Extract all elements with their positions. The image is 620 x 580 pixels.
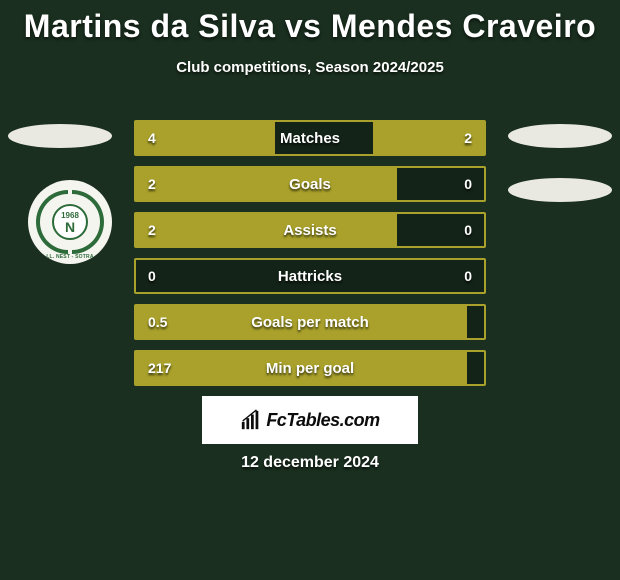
stat-row: 00Hattricks — [134, 258, 486, 294]
stat-row: 0.5Goals per match — [134, 304, 486, 340]
page-title: Martins da Silva vs Mendes Craveiro — [0, 0, 620, 45]
stat-label: Min per goal — [136, 352, 484, 384]
stat-label: Assists — [136, 214, 484, 246]
brand-chart-icon — [240, 409, 262, 431]
stat-label: Goals per match — [136, 306, 484, 338]
badge-letter: N — [65, 220, 75, 234]
badge-text: I.L. NEST - SOTRA — [38, 254, 102, 260]
club-badge: 1968 N I.L. NEST - SOTRA — [28, 180, 112, 264]
stat-row: 42Matches — [134, 120, 486, 156]
player-oval-right-1 — [508, 124, 612, 148]
brand-box: FcTables.com — [202, 396, 418, 444]
stat-row: 20Assists — [134, 212, 486, 248]
footer-date: 12 december 2024 — [0, 454, 620, 472]
subtitle: Club competitions, Season 2024/2025 — [0, 59, 620, 76]
stats-area: 42Matches 20Goals 20Assists 00Hattricks 0.5G… — [134, 120, 486, 396]
stat-row: 20Goals — [134, 166, 486, 202]
player-oval-left — [8, 124, 112, 148]
stat-row: 217Min per goal — [134, 350, 486, 386]
stat-label: Matches — [136, 122, 484, 154]
stat-label: Goals — [136, 168, 484, 200]
stat-label: Hattricks — [136, 260, 484, 292]
brand-text: FcTables.com — [266, 410, 379, 431]
player-oval-right-2 — [508, 178, 612, 202]
badge-center: 1968 N — [52, 204, 88, 240]
